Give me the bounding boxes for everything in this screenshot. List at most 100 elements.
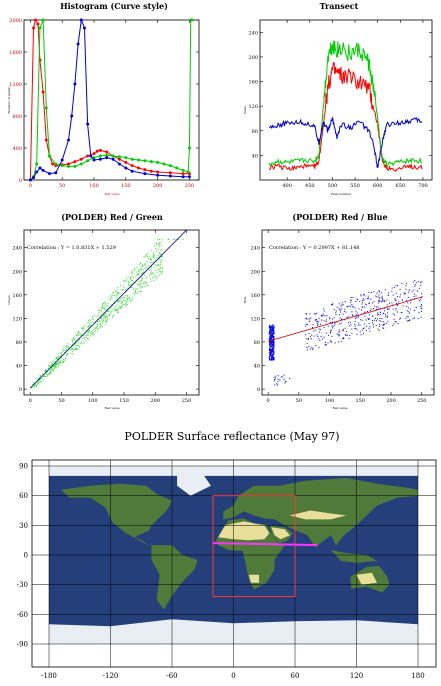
red-green-point <box>121 306 123 308</box>
red-green-point <box>99 310 101 312</box>
red-blue-point <box>269 341 271 343</box>
red-blue-point <box>312 349 314 351</box>
red-green-point <box>104 307 106 309</box>
red-blue-point <box>308 332 310 334</box>
red-blue-point <box>272 334 274 336</box>
red-green-point <box>140 269 142 271</box>
red-green-point <box>116 304 118 306</box>
red-green-point <box>101 304 103 306</box>
red-blue-point <box>320 319 322 321</box>
red-green-point <box>80 342 82 344</box>
red-blue-point <box>376 296 378 298</box>
red-blue-point <box>309 319 311 321</box>
red-green-point <box>91 316 93 318</box>
red-blue-point <box>308 318 310 320</box>
red-green-point <box>85 337 87 339</box>
red-blue-point <box>279 379 281 381</box>
red-blue-point <box>272 327 274 329</box>
red-green-point <box>130 287 132 289</box>
red-green-point <box>135 271 137 273</box>
red-blue-point <box>414 279 416 281</box>
red-blue-point <box>269 355 271 357</box>
red-blue-point <box>316 321 318 323</box>
red-blue-point <box>273 342 275 344</box>
red-blue-point <box>420 310 422 312</box>
histogram-series-point <box>187 146 191 150</box>
red-green-point <box>65 350 67 352</box>
histogram-y-tick-label: 800 <box>12 114 22 120</box>
red-green-point <box>57 358 59 360</box>
red-green-point <box>139 270 141 272</box>
red-blue-point <box>271 332 273 334</box>
red-blue-point <box>271 341 273 343</box>
red-blue-point <box>311 327 313 329</box>
red-green-point <box>89 325 91 327</box>
red-green-point <box>87 325 89 327</box>
red-green-point <box>123 280 125 282</box>
histogram-series-point <box>181 168 185 172</box>
red-blue-point <box>319 339 321 341</box>
red-green-point <box>104 315 106 317</box>
red-green-point <box>49 371 51 373</box>
red-blue-point <box>268 357 270 359</box>
red-blue-point <box>305 334 307 336</box>
red-blue-point <box>392 325 394 327</box>
red-blue-point <box>381 295 383 297</box>
red-green-point <box>50 364 52 366</box>
red-green-point <box>161 238 163 240</box>
red-blue-point <box>366 298 368 300</box>
red-green-point <box>117 301 119 303</box>
red-green-point <box>142 271 144 273</box>
red-green-point <box>120 302 122 304</box>
red-blue-point <box>271 325 273 327</box>
red-green-point <box>80 327 82 329</box>
red-blue-point <box>380 320 382 322</box>
red-green-point <box>56 363 58 365</box>
transect-y-tick-label: 80 <box>252 129 258 135</box>
red-green-point <box>69 349 71 351</box>
red-blue-point <box>364 315 366 317</box>
red-green-point <box>57 362 59 364</box>
red-blue-point <box>394 321 396 323</box>
transect-y-tick-label: 200 <box>248 55 258 61</box>
red-blue-point <box>360 294 362 296</box>
map-y-tick-label: -60 <box>17 611 28 619</box>
red-blue-point <box>270 353 272 355</box>
red-blue-point <box>341 302 343 304</box>
histogram-series-point <box>98 154 102 158</box>
red-blue-point <box>270 336 272 338</box>
red-green-point <box>65 346 67 348</box>
red-blue-point <box>362 300 364 302</box>
red-green-point <box>38 381 40 383</box>
red-green-point <box>56 358 58 360</box>
red-green-point <box>136 288 138 290</box>
red-blue-point <box>397 305 399 307</box>
red-blue-point <box>318 338 320 340</box>
red-green-point <box>118 306 120 308</box>
red-green-point <box>119 285 121 287</box>
red-green-point <box>131 273 133 275</box>
desert-central-asia <box>289 510 347 520</box>
red-green-point <box>152 277 154 279</box>
continent-south-america <box>151 545 198 610</box>
red-blue-point <box>333 317 335 319</box>
red-green-point <box>76 340 78 342</box>
red-blue-point <box>379 319 381 321</box>
red-green-x-tick-label: 150 <box>119 398 129 404</box>
histogram-series-point <box>175 166 179 170</box>
red-green-point <box>120 307 122 309</box>
transect-x-tick-label: 500 <box>328 183 338 189</box>
histogram-series-point <box>186 170 190 174</box>
red-green-point <box>145 255 147 257</box>
red-green-point <box>73 336 75 338</box>
red-green-point <box>47 373 49 375</box>
red-green-point <box>55 358 57 360</box>
red-green-point <box>43 375 45 377</box>
red-blue-point <box>347 322 349 324</box>
red-green-point <box>60 352 62 354</box>
red-green-point <box>62 359 64 361</box>
red-blue-point <box>419 306 421 308</box>
red-green-point <box>133 294 135 296</box>
continent-indonesia <box>330 550 377 563</box>
red-green-point <box>99 315 101 317</box>
